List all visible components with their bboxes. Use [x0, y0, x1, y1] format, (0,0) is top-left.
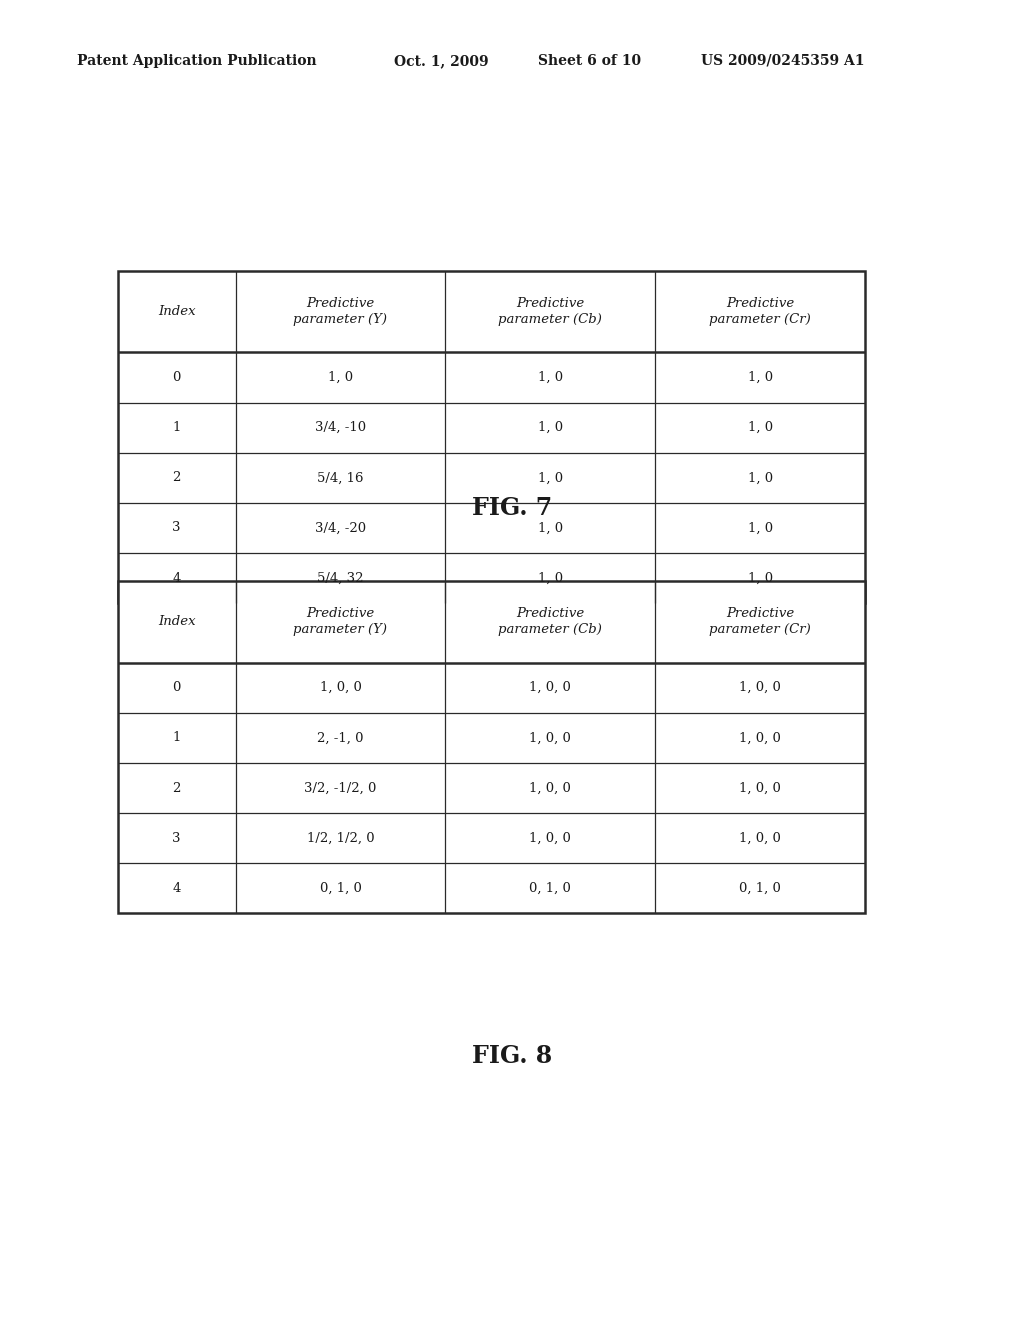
Text: Predictive
parameter (Y): Predictive parameter (Y): [294, 297, 387, 326]
Text: 2, -1, 0: 2, -1, 0: [317, 731, 364, 744]
Text: 1, 0: 1, 0: [748, 471, 773, 484]
Text: Patent Application Publication: Patent Application Publication: [77, 54, 316, 67]
Text: Oct. 1, 2009: Oct. 1, 2009: [394, 54, 488, 67]
Text: 1, 0: 1, 0: [538, 371, 563, 384]
Bar: [118, 581, 865, 913]
Text: 1, 0: 1, 0: [748, 371, 773, 384]
Text: 1, 0: 1, 0: [538, 421, 563, 434]
Text: 3/4, -10: 3/4, -10: [315, 421, 366, 434]
Text: 4: 4: [172, 572, 181, 585]
Text: 1: 1: [172, 731, 181, 744]
Text: 1, 0, 0: 1, 0, 0: [529, 832, 571, 845]
Text: 1, 0: 1, 0: [748, 572, 773, 585]
Text: 1, 0: 1, 0: [748, 521, 773, 535]
Text: 1, 0, 0: 1, 0, 0: [739, 832, 781, 845]
Text: 5/4, 16: 5/4, 16: [317, 471, 364, 484]
Text: 2: 2: [172, 471, 181, 484]
Text: 2: 2: [172, 781, 181, 795]
Text: 1, 0, 0: 1, 0, 0: [739, 681, 781, 694]
Text: 1, 0: 1, 0: [538, 471, 563, 484]
Text: 1, 0: 1, 0: [748, 421, 773, 434]
Text: 3/4, -20: 3/4, -20: [315, 521, 366, 535]
Text: Predictive
parameter (Cr): Predictive parameter (Cr): [710, 297, 811, 326]
Text: 0: 0: [172, 371, 181, 384]
Text: 1/2, 1/2, 0: 1/2, 1/2, 0: [306, 832, 375, 845]
Text: Index: Index: [158, 305, 196, 318]
Text: Sheet 6 of 10: Sheet 6 of 10: [538, 54, 641, 67]
Text: US 2009/0245359 A1: US 2009/0245359 A1: [701, 54, 865, 67]
Text: Predictive
parameter (Y): Predictive parameter (Y): [294, 607, 387, 636]
Text: 1, 0, 0: 1, 0, 0: [529, 781, 571, 795]
Text: 0, 1, 0: 0, 1, 0: [529, 882, 571, 895]
Text: Index: Index: [158, 615, 196, 628]
Text: 1, 0: 1, 0: [538, 521, 563, 535]
Text: Predictive
parameter (Cb): Predictive parameter (Cb): [499, 297, 602, 326]
Text: 5/4, 32: 5/4, 32: [317, 572, 364, 585]
Text: 3: 3: [172, 832, 181, 845]
Text: 1, 0, 0: 1, 0, 0: [739, 731, 781, 744]
Text: 1, 0: 1, 0: [538, 572, 563, 585]
Text: Predictive
parameter (Cb): Predictive parameter (Cb): [499, 607, 602, 636]
Text: 1, 0, 0: 1, 0, 0: [529, 731, 571, 744]
Text: 1: 1: [172, 421, 181, 434]
Text: 1, 0: 1, 0: [328, 371, 353, 384]
Text: 3: 3: [172, 521, 181, 535]
Bar: [118, 271, 865, 603]
Text: FIG. 8: FIG. 8: [472, 1044, 552, 1068]
Text: 0, 1, 0: 0, 1, 0: [739, 882, 781, 895]
Text: 3/2, -1/2, 0: 3/2, -1/2, 0: [304, 781, 377, 795]
Text: 4: 4: [172, 882, 181, 895]
Text: 1, 0, 0: 1, 0, 0: [529, 681, 571, 694]
Text: FIG. 7: FIG. 7: [472, 496, 552, 520]
Text: 0, 1, 0: 0, 1, 0: [319, 882, 361, 895]
Text: 1, 0, 0: 1, 0, 0: [319, 681, 361, 694]
Text: Predictive
parameter (Cr): Predictive parameter (Cr): [710, 607, 811, 636]
Text: 0: 0: [172, 681, 181, 694]
Text: 1, 0, 0: 1, 0, 0: [739, 781, 781, 795]
